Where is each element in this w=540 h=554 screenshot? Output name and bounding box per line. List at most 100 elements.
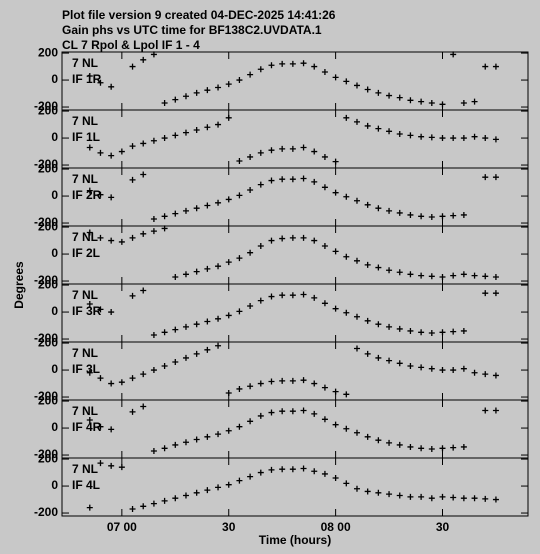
point — [268, 147, 275, 154]
point — [118, 238, 125, 245]
point — [236, 385, 243, 392]
point — [343, 253, 350, 260]
point — [428, 273, 435, 280]
point — [332, 248, 339, 255]
point — [225, 481, 232, 488]
point — [439, 329, 446, 336]
point — [204, 487, 211, 494]
point — [118, 379, 125, 386]
point — [247, 418, 254, 425]
panel-label: 7 NL — [72, 172, 98, 186]
point — [247, 71, 254, 78]
point — [311, 380, 318, 387]
point — [129, 292, 136, 299]
y-tick-label: 0 — [51, 188, 58, 202]
point — [300, 60, 307, 67]
y-tick-label: 200 — [38, 103, 58, 117]
point — [332, 74, 339, 81]
point — [300, 175, 307, 182]
point — [236, 157, 243, 164]
point — [257, 412, 264, 419]
point — [482, 174, 489, 181]
point — [364, 350, 371, 357]
point — [460, 495, 467, 502]
point — [343, 78, 350, 85]
point — [289, 292, 296, 299]
x-tick-label: 07 00 — [107, 520, 137, 534]
point — [279, 377, 286, 384]
point — [204, 318, 211, 325]
point — [257, 297, 264, 304]
point — [364, 261, 371, 268]
point — [150, 367, 157, 374]
panel-sublabel: IF 1L — [72, 130, 100, 144]
y-tick-label: 0 — [51, 130, 58, 144]
point — [161, 363, 168, 370]
point — [97, 191, 104, 198]
point — [97, 149, 104, 156]
point — [407, 211, 414, 218]
point — [482, 495, 489, 502]
point — [225, 427, 232, 434]
point — [140, 287, 147, 294]
point — [482, 135, 489, 142]
point — [161, 99, 168, 106]
point — [86, 369, 93, 376]
point — [172, 132, 179, 139]
point — [140, 503, 147, 510]
point — [428, 365, 435, 372]
x-tick-label: 30 — [436, 520, 450, 534]
point — [172, 441, 179, 448]
point — [150, 137, 157, 144]
point — [460, 365, 467, 372]
point — [182, 354, 189, 361]
point — [492, 372, 499, 379]
point — [482, 407, 489, 414]
y-tick-label: 200 — [38, 219, 58, 233]
point — [482, 273, 489, 280]
point — [418, 493, 425, 500]
point — [375, 321, 382, 328]
point — [471, 495, 478, 502]
point — [428, 495, 435, 502]
point — [279, 176, 286, 183]
title-line: CL 7 Rpol & Lpol IF 1 - 4 — [62, 38, 200, 52]
panel-sublabel: IF 4R — [72, 420, 102, 434]
point — [407, 363, 414, 370]
point — [343, 309, 350, 316]
point — [182, 271, 189, 278]
point — [353, 197, 360, 204]
point — [375, 264, 382, 271]
point — [150, 228, 157, 235]
y-tick-label: 200 — [38, 45, 58, 59]
point — [161, 497, 168, 504]
point — [257, 469, 264, 476]
point — [450, 494, 457, 501]
point — [225, 81, 232, 88]
point — [460, 443, 467, 450]
y-tick-label: 0 — [51, 304, 58, 318]
point — [482, 290, 489, 297]
title-line: Plot file version 9 created 04-DEC-2025 … — [62, 8, 336, 22]
point — [129, 63, 136, 70]
point — [492, 273, 499, 280]
point — [225, 312, 232, 319]
point — [386, 439, 393, 446]
panel-sublabel: IF 4L — [72, 478, 100, 492]
point — [86, 300, 93, 307]
point — [172, 96, 179, 103]
point — [279, 145, 286, 152]
point — [215, 121, 222, 128]
point — [332, 305, 339, 312]
point — [108, 380, 115, 387]
point — [386, 207, 393, 214]
point — [418, 445, 425, 452]
point — [428, 213, 435, 220]
point — [204, 433, 211, 440]
point — [161, 445, 168, 452]
point — [247, 383, 254, 390]
point — [268, 237, 275, 244]
panel-label: 7 NL — [72, 114, 98, 128]
point — [140, 171, 147, 178]
